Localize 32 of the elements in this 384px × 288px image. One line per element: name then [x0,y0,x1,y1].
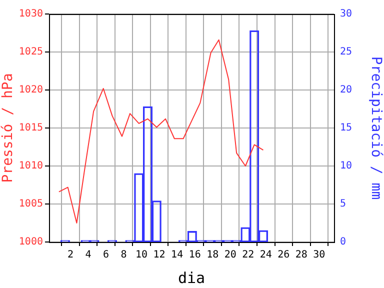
y-tick-label: 1025 [18,46,43,58]
y2-axis-title: Precipitació / mm [368,56,384,200]
y-tick-label: 1010 [18,160,43,172]
y-tick-label: 1000 [18,236,43,248]
x-tick-label: 14 [171,250,184,261]
x-tick-label: 26 [278,250,290,261]
y-tick-label: 1015 [18,122,43,134]
x-tick-label: 18 [206,250,219,261]
x-tick-label: 12 [153,250,166,261]
y2-tick-label: 30 [340,8,352,20]
y-tick-label: 1005 [18,198,43,210]
y-tick-label: 1020 [18,84,43,96]
x-tick-label: 20 [224,250,236,261]
y-tick-label: 1030 [18,8,43,20]
x-tick-label: 6 [103,250,110,261]
x-tick-label: 8 [120,250,127,261]
x-tick-label: 10 [136,250,148,261]
y2-tick-label: 0 [340,236,346,248]
x-axis-title: dia [178,268,206,287]
x-tick-label: 2 [67,250,74,261]
x-tick-label: 28 [295,250,308,261]
y2-tick-label: 10 [340,160,352,172]
x-tick-label: 4 [85,250,92,261]
x-tick-label: 24 [260,250,272,261]
y-axis-title: Pressió / hPa [0,73,16,183]
y2-tick-label: 15 [340,122,352,134]
x-tick-label: 30 [313,250,326,261]
y2-tick-label: 25 [340,46,352,58]
x-tick-label: 22 [242,250,254,261]
x-tick-label: 16 [188,250,201,261]
y2-tick-label: 20 [340,84,352,96]
y2-tick-label: 5 [340,198,346,210]
